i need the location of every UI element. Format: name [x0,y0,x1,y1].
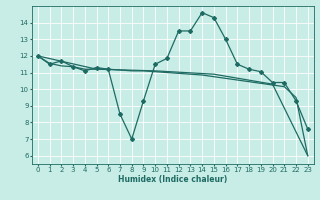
X-axis label: Humidex (Indice chaleur): Humidex (Indice chaleur) [118,175,228,184]
